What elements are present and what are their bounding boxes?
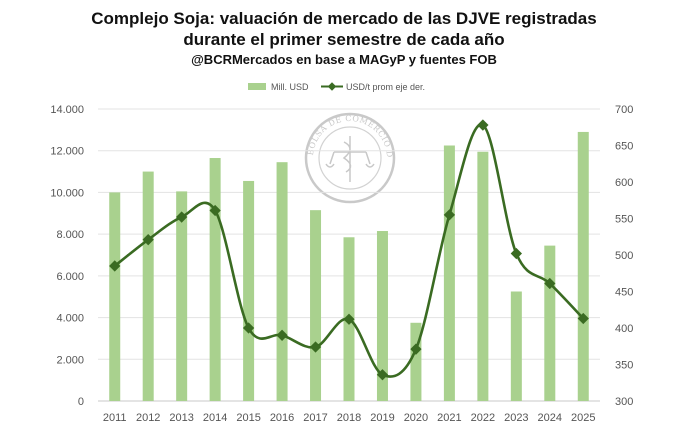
y-right-tick-label: 300	[615, 396, 633, 408]
line-point	[410, 343, 422, 355]
y-left-tick-label: 2.000	[56, 354, 84, 366]
line-point	[176, 211, 188, 223]
y-right-tick-label: 550	[615, 214, 633, 226]
x-tick-label: 2015	[236, 412, 260, 424]
bar	[109, 192, 121, 401]
bar	[209, 158, 221, 401]
y-right-tick-label: 350	[615, 360, 633, 372]
line-point	[142, 234, 154, 246]
y-right-tick-label: 600	[615, 177, 633, 189]
y-left-tick-label: 8.000	[56, 229, 84, 241]
legend-line-label: USD/t prom eje der.	[346, 82, 425, 92]
x-tick-label: 2019	[370, 412, 394, 424]
legend: Mill. USD USD/t prom eje der.	[248, 82, 425, 92]
x-tick-label: 2025	[571, 412, 595, 424]
line-point	[242, 322, 255, 334]
x-tick-label: 2018	[337, 412, 361, 424]
x-tick-label: 2021	[437, 412, 461, 424]
line-point	[510, 247, 522, 260]
bar	[310, 210, 322, 401]
seal-inner-ring	[318, 126, 382, 190]
line-point	[309, 341, 322, 353]
line-point	[276, 329, 288, 341]
seal-text: BOLSA DE COMERCIO DE ROSARIO	[0, 0, 394, 158]
y-left-tick-label: 14.000	[50, 104, 84, 116]
y-right-tick-label: 700	[615, 104, 633, 116]
line-point	[577, 312, 589, 325]
y-right-tick-label: 650	[615, 141, 633, 153]
seal-outer-ring	[304, 112, 396, 204]
legend-bar-swatch	[248, 83, 266, 90]
legend-bar-label: Mill. USD	[271, 82, 309, 92]
x-tick-label: 2012	[136, 412, 160, 424]
x-tick-label: 2014	[203, 412, 227, 424]
chart-subtitle: @BCRMercados en base a MAGyP y fuentes F…	[191, 52, 497, 67]
bar	[176, 191, 188, 401]
y-left-tick-label: 12.000	[50, 146, 84, 158]
x-tick-label: 2023	[504, 412, 528, 424]
chart-title-line2: durante el primer semestre de cada año	[183, 30, 505, 49]
y-right-tick-label: 450	[615, 287, 633, 299]
y-left-tick-label: 0	[78, 396, 84, 408]
bar	[577, 131, 589, 401]
line-point	[544, 277, 556, 290]
bar	[410, 322, 422, 401]
bar	[243, 180, 255, 401]
bar	[510, 291, 522, 401]
x-tick-label: 2016	[270, 412, 294, 424]
line-point	[209, 204, 221, 217]
x-tick-label: 2020	[404, 412, 428, 424]
x-tick-label: 2022	[471, 412, 495, 424]
bar	[443, 145, 455, 401]
x-tick-label: 2024	[538, 412, 562, 424]
x-tick-label: 2011	[103, 412, 127, 424]
y-right-tick-label: 400	[615, 323, 633, 335]
line-point	[376, 369, 389, 381]
line-point	[443, 209, 456, 221]
axis-labels: 0 2.000 4.000 6.000 8.000 10.000 12.000 14.000 3…	[50, 104, 633, 424]
legend-line-marker	[327, 82, 337, 91]
bar	[376, 231, 388, 401]
chart-titles: Complejo Soja: valuación de mercado de l…	[0, 8, 688, 69]
chart-title: Complejo Soja: valuación de mercado de l…	[91, 9, 597, 28]
bar	[142, 171, 154, 401]
y-left-tick-label: 6.000	[56, 271, 84, 283]
y-left-tick-label: 4.000	[56, 313, 84, 325]
bar	[477, 151, 489, 401]
seal-emblem	[325, 136, 375, 182]
y-right-tick-label: 500	[615, 250, 633, 262]
y-left-tick-label: 10.000	[50, 187, 84, 199]
bar	[276, 162, 288, 401]
bar-series	[109, 131, 589, 401]
line-path	[113, 123, 585, 378]
x-tick-label: 2013	[169, 412, 193, 424]
bar	[544, 245, 556, 401]
x-tick-label: 2017	[303, 412, 327, 424]
line-point	[343, 313, 355, 325]
watermark-seal: BOLSA DE COMERCIO DE ROSARIO	[0, 0, 396, 204]
line-series	[109, 119, 589, 381]
